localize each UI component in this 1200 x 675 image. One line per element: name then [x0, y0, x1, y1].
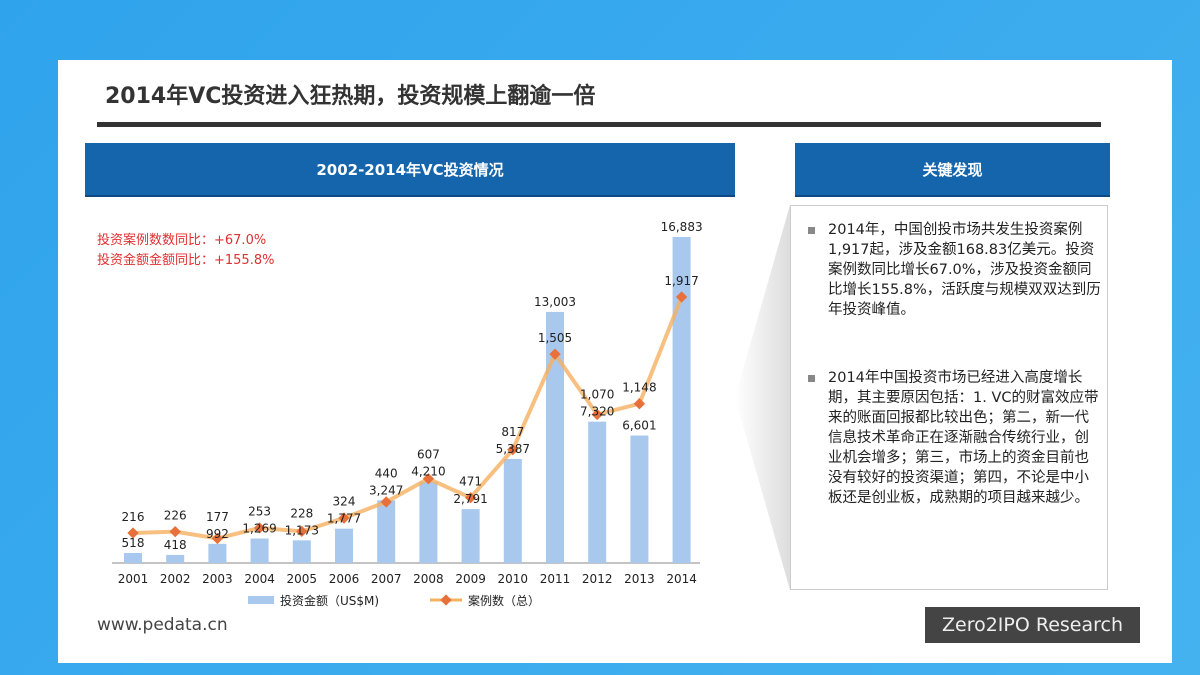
- legend-bar-swatch: [248, 596, 274, 604]
- line-label-2007: 440: [375, 466, 398, 480]
- bar-2010: [503, 458, 522, 563]
- bar-2002: [166, 554, 185, 563]
- zero2ipo-logo: Zero2IPO Research: [925, 607, 1140, 643]
- bar-2012: [588, 421, 607, 563]
- bar-2009: [461, 509, 480, 563]
- bullet-square-icon: [808, 227, 815, 234]
- line-label-2004: 253: [248, 504, 271, 518]
- bar-2011: [546, 311, 564, 563]
- slide-title: 2014年VC投资进入狂热期，投资规模上翻逾一倍: [105, 84, 596, 109]
- bullet-square-icon: [808, 375, 815, 382]
- legend-line-label: 案例数（总）: [468, 593, 540, 608]
- line-marker-2003: [211, 532, 224, 545]
- line-label-2006: 324: [333, 495, 356, 509]
- line-marker-2002: [169, 525, 181, 538]
- yoy-cases: 投资案例数数同比：+67.0%: [97, 233, 267, 248]
- bar-label-2011: 13,003: [534, 295, 576, 309]
- line-series: [132, 296, 684, 541]
- x-tick-2009: 2009: [455, 572, 486, 586]
- findings-header: 关键发现: [795, 143, 1110, 197]
- line-label-2003: 177: [206, 510, 229, 524]
- x-tick-2010: 2010: [498, 572, 529, 586]
- line-marker-2010: [507, 443, 519, 456]
- bar-label-2010: 5,387: [496, 442, 530, 456]
- line-label-2014: 1,917: [664, 274, 698, 288]
- chart-header: 2002-2014年VC投资情况: [85, 143, 735, 197]
- x-tick-2006: 2006: [329, 572, 360, 586]
- x-tick-2012: 2012: [582, 572, 613, 586]
- line-marker-2009: [464, 491, 477, 504]
- yoy-amount: 投资金额金额同比：+155.8%: [97, 253, 275, 268]
- bar-2001: [124, 552, 142, 563]
- bar-2014: [672, 237, 691, 563]
- bar-2008: [419, 481, 438, 563]
- x-tick-2007: 2007: [371, 572, 402, 586]
- bar-label-2007: 3,247: [369, 483, 403, 497]
- bar-label-2009: 2,791: [453, 492, 487, 506]
- x-tick-2005: 2005: [287, 572, 318, 586]
- bar-label-2008: 4,210: [411, 465, 445, 479]
- line-label-2001: 216: [122, 510, 145, 524]
- title-divider: [97, 122, 1101, 127]
- x-tick-2013: 2013: [624, 572, 655, 586]
- line-label-2011: 1,505: [538, 331, 572, 345]
- x-tick-2002: 2002: [160, 572, 191, 586]
- line-marker-2012: [591, 408, 603, 421]
- x-tick-2011: 2011: [540, 572, 571, 586]
- bar-label-2013: 6,601: [622, 419, 656, 433]
- bar-label-2001: 518: [122, 536, 145, 550]
- line-marker-2014: [675, 291, 688, 303]
- bar-label-2002: 418: [164, 538, 187, 552]
- line-marker-2013: [633, 398, 646, 410]
- line-marker-2007: [380, 496, 392, 508]
- line-label-2009: 471: [459, 475, 482, 489]
- line-label-2010: 817: [501, 425, 524, 439]
- line-marker-2001: [127, 527, 139, 539]
- bar-label-2014: 16,883: [661, 220, 703, 234]
- legend-bar-label: 投资金额（US$M): [280, 593, 379, 608]
- line-label-2012: 1,070: [580, 388, 614, 402]
- bullet-1: 2014年，中国创投市场共发生投资案例1,917起，涉及金额168.83亿美元。…: [808, 220, 1103, 320]
- x-tick-2004: 2004: [244, 572, 275, 586]
- line-label-2008: 607: [417, 448, 440, 462]
- line-marker-2006: [338, 512, 350, 524]
- bar-2007: [377, 500, 396, 563]
- bar-2004: [250, 538, 269, 563]
- bar-label-2006: 1,777: [327, 512, 361, 526]
- bar-label-2005: 1,173: [285, 523, 319, 537]
- findings-box: [790, 205, 1108, 590]
- line-marker-2005: [296, 525, 308, 538]
- bullet-2: 2014年中国投资市场已经进入高度增长期，其主要原因包括：1. VC的财富效应带…: [808, 368, 1103, 508]
- bar-label-2003: 992: [206, 527, 229, 541]
- bar-label-2012: 7,320: [580, 405, 614, 419]
- bar-2006: [335, 528, 353, 563]
- line-label-2002: 226: [164, 509, 187, 523]
- x-tick-2008: 2008: [413, 572, 444, 586]
- website: www.pedata.cn: [97, 615, 228, 635]
- legend-line-marker: [440, 594, 452, 606]
- line-marker-2011: [549, 348, 561, 360]
- line-label-2013: 1,148: [622, 381, 656, 395]
- line-marker-2004: [253, 522, 266, 534]
- line-marker-2008: [422, 473, 435, 485]
- line-label-2005: 228: [290, 506, 313, 520]
- bar-label-2004: 1,269: [242, 521, 276, 535]
- x-tick-2014: 2014: [666, 572, 697, 586]
- bar-2005: [292, 540, 311, 563]
- bar-2013: [630, 435, 649, 563]
- bar-2003: [208, 543, 227, 563]
- x-tick-2001: 2001: [118, 572, 149, 586]
- x-tick-2003: 2003: [202, 572, 233, 586]
